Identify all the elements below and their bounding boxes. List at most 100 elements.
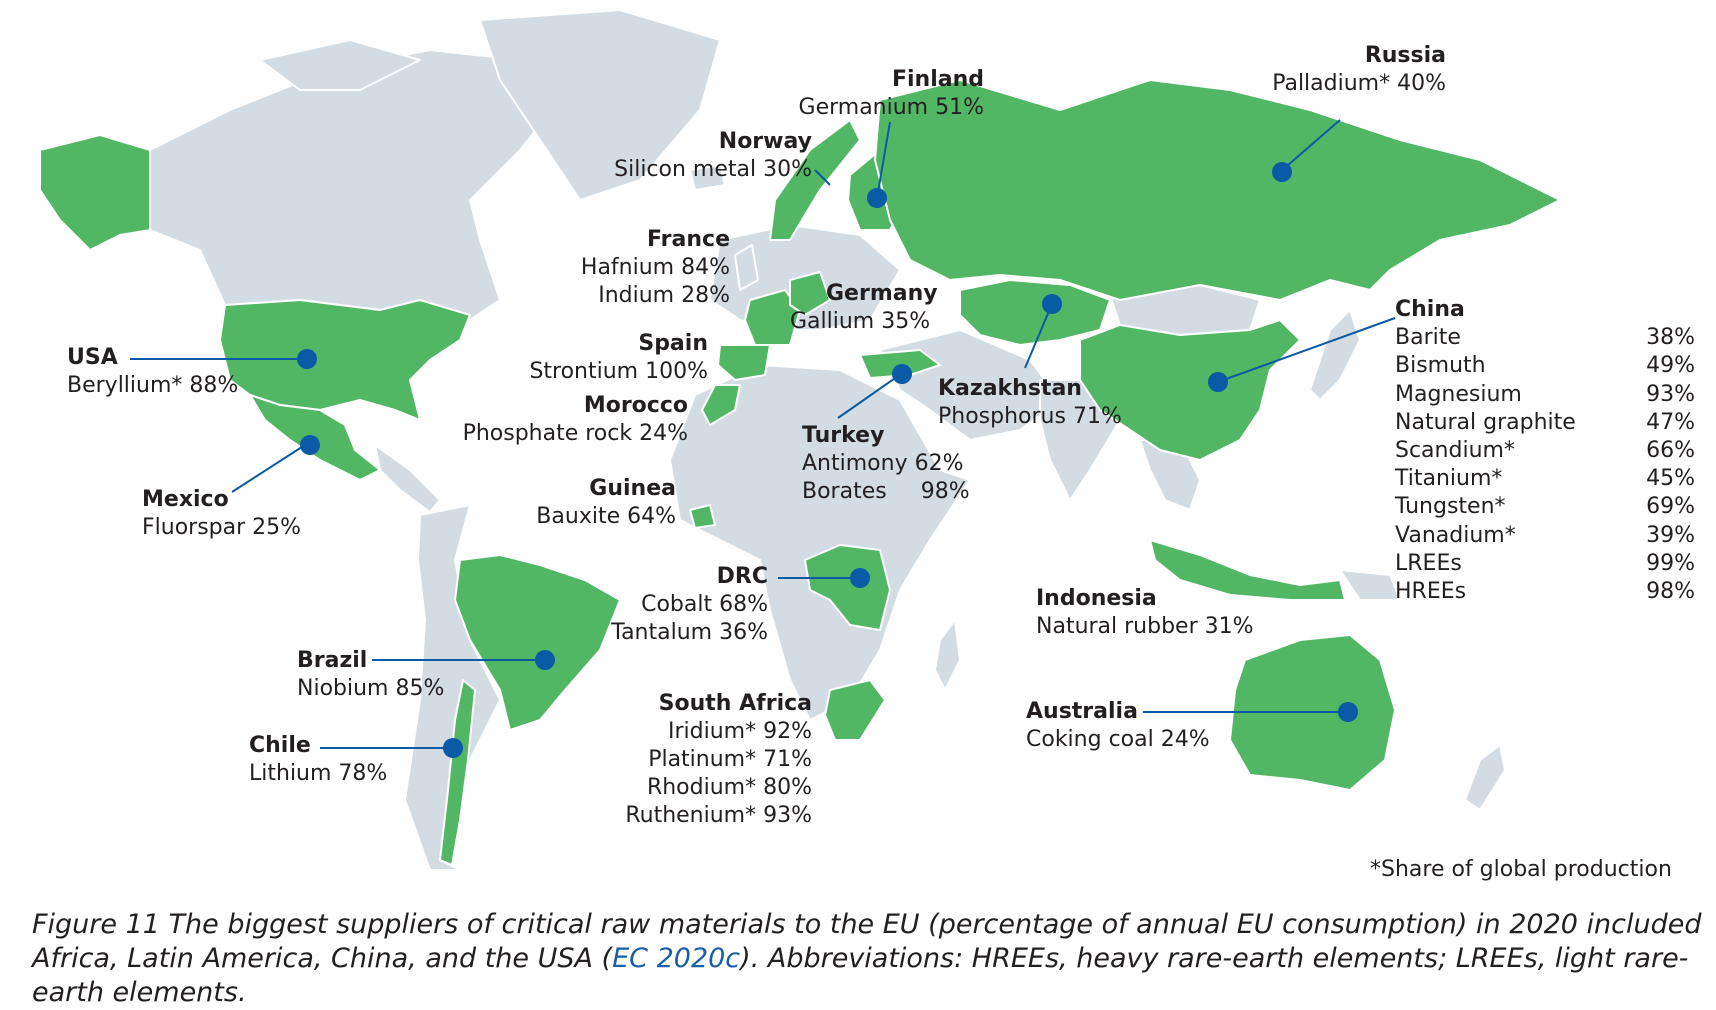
papua [1339, 569, 1401, 601]
kazakhstan-region [959, 279, 1111, 346]
greenland [479, 9, 721, 201]
marker-china [1208, 372, 1228, 392]
france-region [744, 289, 801, 346]
footnote: *Share of global production [1370, 857, 1672, 882]
label-morocco: Morocco Phosphate rock 24% [463, 392, 688, 448]
material-name: Bismuth [1395, 353, 1486, 379]
material-name: Vanadium* [1395, 522, 1516, 548]
material-name: HREEs [1395, 579, 1467, 605]
caption-text: Figure 11 The biggest suppliers of criti… [32, 909, 1702, 974]
label-usa: USA Beryllium* 88% [67, 344, 238, 400]
list-item: LREEs 99% [1395, 550, 1695, 578]
list-item: Tungsten* 69% [1395, 493, 1695, 521]
madagascar [934, 619, 961, 691]
material-share: 66% [1646, 438, 1695, 464]
list-item: Magnesium 93% [1395, 381, 1695, 409]
material-share: 47% [1646, 409, 1695, 435]
material-name: Borates [802, 479, 887, 504]
marker-kazakhstan [1042, 294, 1062, 314]
country-name: Australia [1026, 699, 1138, 724]
turkey-region [859, 349, 941, 379]
material-share: Germanium 51% [798, 95, 984, 120]
guinea-region [689, 504, 716, 529]
marker-finland [867, 188, 887, 208]
material-share: Cobalt 68% [641, 592, 768, 617]
material-name: Tungsten* [1395, 494, 1506, 520]
label-brazil: Brazil Niobium 85% [297, 647, 444, 703]
country-name: Guinea [589, 476, 676, 501]
list-item: Barite 38% [1395, 324, 1695, 352]
material-share: Niobium 85% [297, 676, 445, 701]
label-australia: Australia Coking coal 24% [1026, 698, 1210, 754]
country-name: Germany [826, 281, 938, 306]
label-mexico: Mexico Fluorspar 25% [142, 486, 301, 542]
iceland [689, 164, 726, 191]
material-share: 93% [1646, 381, 1695, 407]
map-suppliers [39, 79, 1561, 866]
material-share: Phosphate rock 24% [462, 421, 688, 446]
material-share: 38% [1646, 325, 1695, 351]
material-share: Borates 98% [802, 478, 970, 506]
material-name: Natural graphite [1395, 409, 1576, 435]
list-item: Scandium* 66% [1395, 437, 1695, 465]
material-pct: 98% [920, 479, 970, 504]
leader-china [1217, 317, 1396, 383]
material-share: Natural rubber 31% [1036, 614, 1254, 639]
marker-brazil [535, 650, 555, 670]
country-name: Kazakhstan [938, 376, 1082, 401]
material-share: Iridium* 92% [668, 719, 812, 744]
material-name: LREEs [1395, 550, 1462, 576]
marker-chile [443, 738, 463, 758]
country-name: Morocco [583, 393, 688, 418]
material-name: Titanium* [1395, 466, 1503, 492]
country-name: Norway [718, 129, 812, 154]
material-share: Bauxite 64% [536, 504, 676, 529]
material-share: Rhodium* 80% [646, 775, 812, 800]
material-share: Strontium 100% [529, 359, 708, 384]
label-indonesia: Indonesia Natural rubber 31% [1036, 585, 1254, 641]
material-share: 69% [1646, 494, 1695, 520]
list-item: Bismuth 49% [1395, 352, 1695, 380]
list-item: Natural graphite 47% [1395, 409, 1695, 437]
usa-region [219, 299, 471, 421]
country-markers [297, 162, 1358, 758]
label-chile: Chile Lithium 78% [249, 732, 387, 788]
material-share: Phosphorus 71% [938, 404, 1122, 429]
brazil-region [454, 554, 621, 731]
country-name: Chile [249, 733, 311, 758]
material-share: Indium 28% [598, 283, 730, 308]
label-drc: DRC Cobalt 68% Tantalum 36% [611, 563, 768, 647]
leader-finland [876, 121, 891, 199]
country-name: USA [67, 345, 118, 370]
label-south-africa: South Africa Iridium* 92% Platinum* 71% … [625, 690, 812, 830]
label-norway: Norway Silicon metal 30% [614, 128, 812, 184]
marker-turkey [892, 364, 912, 384]
marker-mexico [300, 435, 320, 455]
leader-russia [1279, 119, 1341, 173]
label-germany: Germany Gallium 35% [790, 280, 938, 336]
indonesia-region [1149, 539, 1346, 601]
country-name: Turkey [802, 423, 885, 448]
material-share: 45% [1646, 466, 1695, 492]
material-share: Tantalum 36% [611, 620, 768, 645]
list-item: Titanium* 45% [1395, 465, 1695, 493]
material-share: Antimony 62% [802, 451, 964, 476]
citation-link[interactable]: EC 2020c [612, 943, 741, 974]
material-name: Barite [1395, 325, 1461, 351]
leader-norway [814, 169, 831, 186]
label-russia: Russia Palladium* 40% [1272, 42, 1446, 98]
material-share: Beryllium* 88% [67, 373, 239, 398]
material-share: 49% [1646, 353, 1695, 379]
country-name: Finland [891, 67, 984, 92]
africa [669, 364, 971, 721]
material-share: 39% [1646, 522, 1695, 548]
marker-drc [850, 568, 870, 588]
russia-region [874, 79, 1561, 301]
japan [1309, 309, 1361, 401]
label-spain: Spain Strontium 100% [529, 330, 708, 386]
country-name: Spain [638, 331, 708, 356]
germany-region [789, 271, 831, 316]
country-name: Indonesia [1036, 586, 1157, 611]
material-share: Platinum* 71% [648, 747, 812, 772]
marker-russia [1272, 162, 1292, 182]
